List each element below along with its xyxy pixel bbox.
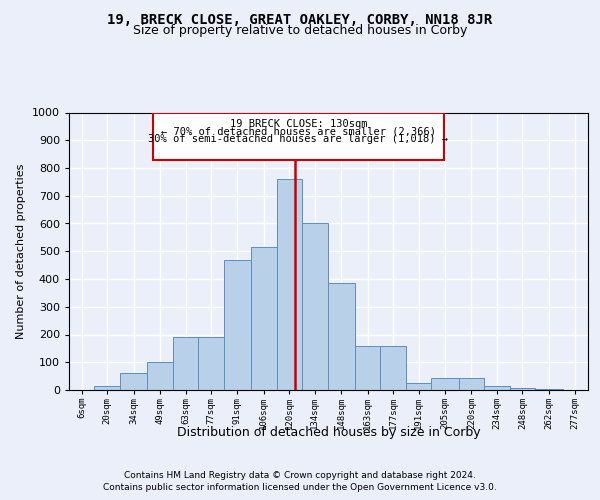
Text: 19 BRECK CLOSE: 130sqm: 19 BRECK CLOSE: 130sqm	[230, 119, 367, 129]
Text: Size of property relative to detached houses in Corby: Size of property relative to detached ho…	[133, 24, 467, 37]
Bar	[94, 386, 120, 390]
Bar	[148, 362, 173, 390]
Text: ← 70% of detached houses are smaller (2,366): ← 70% of detached houses are smaller (2,…	[161, 126, 436, 136]
Y-axis label: Number of detached properties: Number of detached properties	[16, 164, 26, 339]
Text: 30% of semi-detached houses are larger (1,018) →: 30% of semi-detached houses are larger (…	[148, 134, 448, 144]
Bar	[120, 373, 148, 390]
Bar	[484, 386, 509, 390]
Text: 19, BRECK CLOSE, GREAT OAKLEY, CORBY, NN18 8JR: 19, BRECK CLOSE, GREAT OAKLEY, CORBY, NN…	[107, 12, 493, 26]
Bar	[431, 378, 459, 390]
Bar	[509, 388, 535, 390]
Bar	[277, 179, 302, 390]
Bar	[355, 346, 380, 390]
Bar	[380, 346, 406, 390]
Bar	[198, 336, 224, 390]
Bar	[153, 112, 444, 160]
Bar	[302, 224, 328, 390]
Bar	[459, 378, 484, 390]
Text: Contains HM Land Registry data © Crown copyright and database right 2024.: Contains HM Land Registry data © Crown c…	[124, 472, 476, 480]
Bar	[406, 383, 431, 390]
Bar	[173, 336, 198, 390]
Text: Distribution of detached houses by size in Corby: Distribution of detached houses by size …	[177, 426, 481, 439]
Bar	[251, 247, 277, 390]
Bar	[328, 283, 355, 390]
Bar	[224, 260, 251, 390]
Text: Contains public sector information licensed under the Open Government Licence v3: Contains public sector information licen…	[103, 483, 497, 492]
Bar	[535, 388, 563, 390]
